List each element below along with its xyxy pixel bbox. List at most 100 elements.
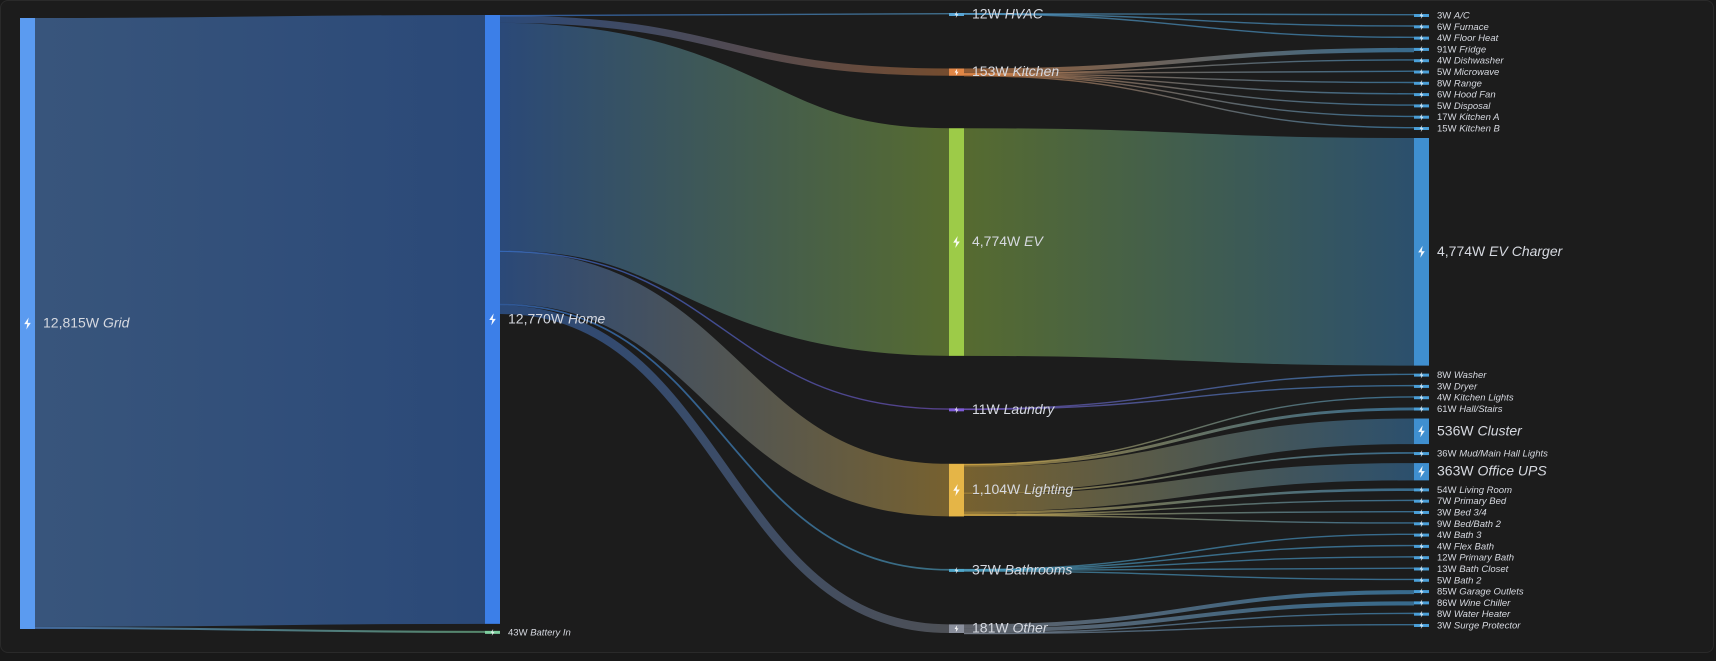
label-name: Other xyxy=(1012,619,1048,635)
link-home-to-bathrooms[interactable] xyxy=(499,303,950,571)
label-value: 8W xyxy=(1437,370,1454,381)
bolt-icon xyxy=(1419,57,1424,65)
link-home-to-other[interactable] xyxy=(499,305,950,633)
link-laundry-to-washer[interactable] xyxy=(963,373,1415,410)
link-hvac-to-furnace[interactable] xyxy=(963,13,1415,27)
link-home-to-lighting[interactable] xyxy=(499,251,950,517)
bolt-icon xyxy=(954,11,959,18)
link-hvac-to-floor-heat[interactable] xyxy=(963,13,1415,38)
bolt-icon xyxy=(1419,102,1424,110)
label-name: Dishwasher xyxy=(1454,55,1504,66)
label-ev: 4,774W EV xyxy=(972,233,1044,249)
label-value: 181W xyxy=(972,619,1012,635)
label-bath-closet: 13W Bath Closet xyxy=(1437,563,1509,574)
label-value: 5W xyxy=(1437,67,1454,78)
link-grid-to-battery-in[interactable] xyxy=(34,626,486,633)
label-name: Surge Protector xyxy=(1454,620,1521,631)
link-kitchen-to-microwave[interactable] xyxy=(963,70,1415,75)
bolt-icon xyxy=(1419,394,1424,402)
link-other-to-wine-chiller[interactable] xyxy=(963,601,1415,633)
link-bathrooms-to-primary-bath[interactable] xyxy=(963,556,1415,571)
link-home-to-kitchen[interactable] xyxy=(499,15,950,76)
label-value: 12,815W xyxy=(43,314,103,330)
label-name: Dryer xyxy=(1454,381,1478,392)
label-name: Wine Chiller xyxy=(1459,597,1511,608)
label-value: 36W xyxy=(1437,448,1459,459)
bolt-icon xyxy=(1419,79,1424,87)
label-value: 12W xyxy=(972,5,1005,21)
label-cluster: 536W Cluster xyxy=(1437,422,1523,438)
link-kitchen-to-kitchen-a[interactable] xyxy=(963,74,1415,118)
link-other-to-water-heater[interactable] xyxy=(963,612,1415,634)
link-lighting-to-bed-bath-2[interactable] xyxy=(963,514,1415,524)
label-name: Kitchen xyxy=(1012,63,1059,79)
label-value: 12W xyxy=(1437,552,1459,563)
label-primary-bed: 7W Primary Bed xyxy=(1437,496,1507,507)
link-lighting-to-hall-stairs[interactable] xyxy=(963,407,1415,467)
label-laundry: 11W Laundry xyxy=(972,401,1055,417)
bolt-icon xyxy=(954,566,959,574)
bolt-icon xyxy=(1419,497,1424,505)
label-name: Kitchen A xyxy=(1459,112,1499,123)
label-bath-3: 4W Bath 3 xyxy=(1437,530,1482,541)
label-name: Home xyxy=(568,310,606,326)
bolt-icon xyxy=(954,68,959,76)
link-hvac-to-a-c[interactable] xyxy=(963,13,1415,16)
label-value: 4,774W xyxy=(972,233,1024,249)
label-value: 37W xyxy=(972,561,1005,577)
label-name: Furnace xyxy=(1454,21,1489,32)
link-bathrooms-to-bath-2[interactable] xyxy=(963,570,1415,581)
nodes-layer xyxy=(20,11,1429,636)
label-name: Laundry xyxy=(1004,401,1056,417)
bolt-icon xyxy=(1419,621,1424,629)
label-value: 4W xyxy=(1437,541,1454,552)
bolt-icon xyxy=(1419,486,1424,494)
label-bed-3-4: 3W Bed 3/4 xyxy=(1437,507,1487,518)
link-home-to-ev[interactable] xyxy=(498,22,951,356)
label-home: 12,770W Home xyxy=(508,310,605,326)
link-lighting-to-primary-bed[interactable] xyxy=(963,499,1415,516)
bolt-icon xyxy=(1419,371,1424,379)
link-lighting-to-bed-3-4[interactable] xyxy=(963,510,1415,516)
link-bathrooms-to-flex-bath[interactable] xyxy=(963,544,1415,571)
label-hall-stairs: 61W Hall/Stairs xyxy=(1437,404,1503,415)
bolt-icon xyxy=(1419,520,1424,528)
bolt-icon xyxy=(954,406,959,414)
link-grid-to-home[interactable] xyxy=(34,15,486,627)
link-lighting-to-cluster[interactable] xyxy=(963,418,1415,493)
link-lighting-to-mud-main-hall-lights[interactable] xyxy=(963,452,1415,495)
link-kitchen-to-hood-fan[interactable] xyxy=(963,73,1415,95)
link-ev-to-ev-charger[interactable] xyxy=(963,128,1415,366)
label-name: Kitchen Lights xyxy=(1454,392,1514,403)
label-hood-fan: 6W Hood Fan xyxy=(1437,89,1496,100)
link-laundry-to-dryer[interactable] xyxy=(963,384,1415,411)
link-other-to-surge-protector[interactable] xyxy=(963,623,1415,635)
label-name: Flex Bath xyxy=(1454,541,1494,552)
link-kitchen-to-disposal[interactable] xyxy=(963,73,1415,106)
label-name: Bath 2 xyxy=(1454,575,1482,586)
bolt-icon xyxy=(1419,405,1424,413)
bolt-icon xyxy=(1419,588,1424,596)
link-bathrooms-to-bath-closet[interactable] xyxy=(963,567,1415,572)
label-value: 15W xyxy=(1437,123,1459,134)
label-name: Primary Bed xyxy=(1454,496,1507,507)
label-value: 86W xyxy=(1437,597,1459,608)
link-kitchen-to-kitchen-b[interactable] xyxy=(963,74,1415,129)
label-value: 7W xyxy=(1437,496,1454,507)
link-home-to-laundry[interactable] xyxy=(499,250,950,410)
link-kitchen-to-fridge[interactable] xyxy=(963,47,1415,73)
link-lighting-to-living-room[interactable] xyxy=(963,488,1415,515)
link-kitchen-to-range[interactable] xyxy=(963,73,1415,84)
label-name: Microwave xyxy=(1454,67,1499,78)
link-bathrooms-to-bath-3[interactable] xyxy=(963,533,1415,571)
link-lighting-to-office-ups[interactable] xyxy=(963,463,1415,512)
label-name: EV Charger xyxy=(1489,243,1563,259)
link-lighting-to-kitchen-lights[interactable] xyxy=(963,396,1415,466)
link-home-to-hvac[interactable] xyxy=(499,13,950,17)
bolt-icon xyxy=(489,313,496,326)
link-other-to-garage-outlets[interactable] xyxy=(963,590,1415,629)
label-kitchen-a: 17W Kitchen A xyxy=(1437,112,1500,123)
bolt-icon xyxy=(1419,531,1424,539)
label-name: Washer xyxy=(1454,370,1487,381)
